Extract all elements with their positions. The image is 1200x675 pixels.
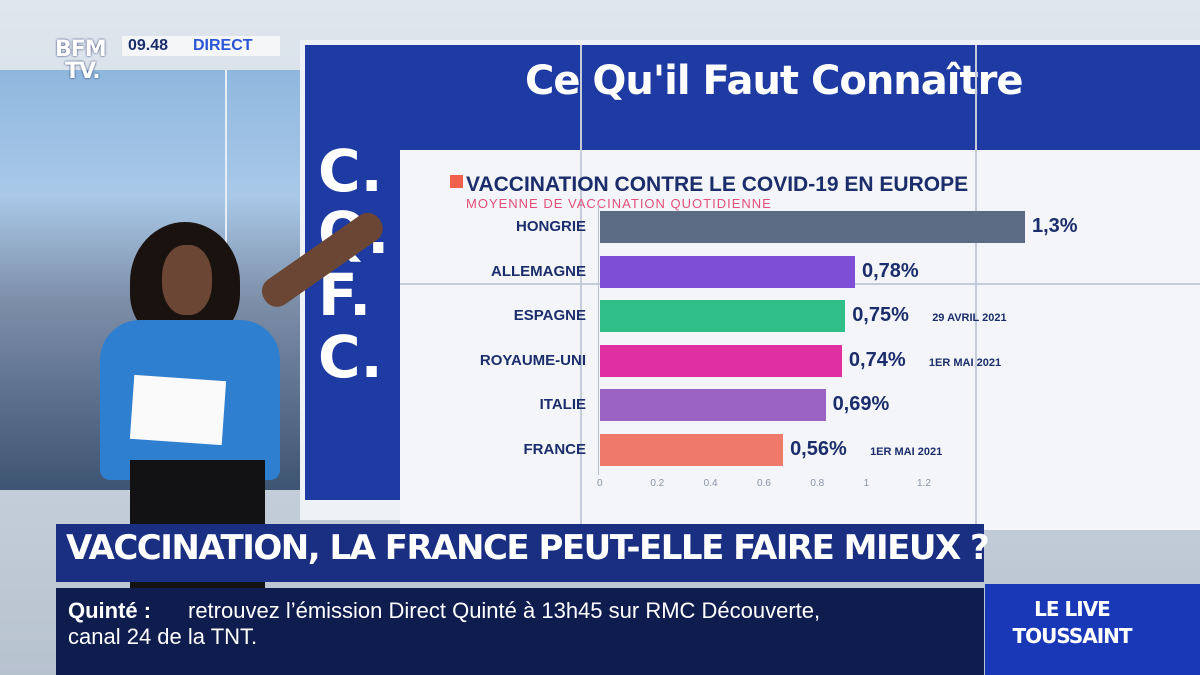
- category-label: HONGRIE: [515, 218, 586, 235]
- cqfc-column: [305, 140, 400, 500]
- cqfc-letter-1: C.: [318, 137, 383, 205]
- chart-title-marker: [450, 175, 463, 188]
- x-tick-label: 0.6: [757, 478, 771, 489]
- lower-third-title-bar: [56, 524, 984, 582]
- bar: [600, 344, 842, 377]
- category-label: ROYAUME-UNI: [479, 351, 586, 369]
- x-tick-label: 0: [597, 478, 603, 489]
- chart-axis: [598, 205, 599, 475]
- live-program-line2: TOUSSAINT: [1012, 624, 1132, 648]
- bar: [600, 433, 784, 466]
- ticker-label: Quinté :: [68, 598, 152, 623]
- bar: [600, 255, 855, 288]
- bar: [600, 300, 846, 332]
- bar: [600, 211, 1025, 243]
- bar: [600, 389, 826, 421]
- value-label: 0,75%: [852, 304, 909, 326]
- x-tick-label: 1: [863, 478, 870, 489]
- x-tick-label: 0.2: [650, 478, 665, 489]
- category-label: ITALIE: [539, 396, 586, 413]
- screen-seam: [580, 45, 582, 525]
- category-label: FRANCE: [523, 440, 587, 458]
- screen-headline: Ce Qu'il Faut Connaître: [525, 58, 1023, 104]
- live-program-line1: LE LIVE: [1034, 597, 1111, 621]
- date-note: 1ER MAI 2021: [870, 445, 943, 458]
- chart-subtitle: MOYENNE DE VACCINATION QUOTIDIENNE: [466, 196, 772, 211]
- value-label: 0,78%: [862, 259, 919, 282]
- chart-title: VACCINATION CONTRE LE COVID-19 EN EUROPE: [466, 173, 969, 196]
- logo-text-2: TV.: [65, 59, 101, 84]
- presenter-face: [162, 245, 212, 315]
- value-label: 0,69%: [832, 393, 890, 415]
- value-label: 1,3%: [1032, 215, 1078, 237]
- x-tick-label: 1.2: [917, 478, 931, 489]
- live-program-box: [985, 584, 1200, 675]
- ticker-text: retrouvez l’émission Direct Quinté à 13h…: [188, 598, 821, 623]
- clock: 09.48: [128, 37, 169, 54]
- date-note: 1ER MAI 2021: [928, 356, 1002, 369]
- category-label: ESPAGNE: [513, 307, 586, 324]
- news-ticker: [56, 588, 984, 675]
- x-tick-label: 0.4: [703, 478, 718, 489]
- live-label: DIRECT: [193, 37, 253, 54]
- logo-text-1: BFM: [55, 37, 107, 62]
- value-label: 0,56%: [790, 437, 847, 460]
- channel-logo: BFM TV.: [55, 37, 117, 87]
- headline-band: [305, 45, 1200, 150]
- screen-seam: [975, 45, 977, 525]
- lower-third-title: VACCINATION, LA FRANCE PEUT-ELLE FAIRE M…: [66, 528, 990, 568]
- value-label: 0,74%: [848, 348, 906, 371]
- category-label: ALLEMAGNE: [491, 262, 586, 280]
- presenter-notes: [129, 374, 227, 446]
- x-tick-label: 0.8: [810, 478, 825, 489]
- date-note: 29 AVRIL 2021: [932, 312, 1007, 324]
- ticker-text-line2: canal 24 de la TNT.: [68, 624, 258, 649]
- cqfc-letter-4: C.: [318, 323, 383, 391]
- clock-box: [122, 36, 280, 56]
